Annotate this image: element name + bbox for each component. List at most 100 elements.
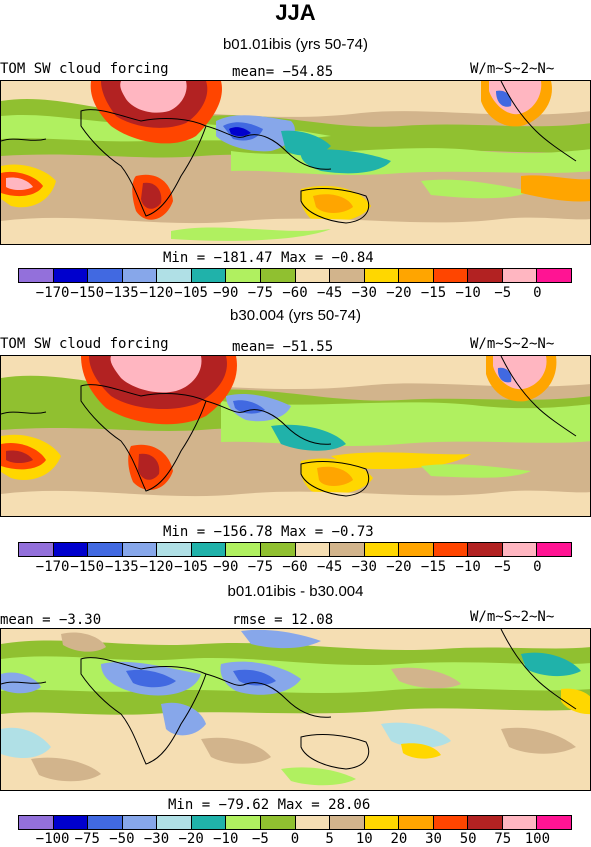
- tick-label: −170: [35, 559, 70, 575]
- colorbar-box: [330, 269, 365, 282]
- tick-label: −135: [105, 559, 139, 575]
- panel-3-mean: mean = −3.30: [0, 612, 102, 628]
- colorbar-box: [399, 269, 434, 282]
- tick-label: 50: [459, 831, 477, 847]
- tick-label: −60: [282, 285, 308, 301]
- tick-label: −5: [494, 285, 512, 301]
- colorbar-box: [260, 543, 296, 556]
- colorbar-box: [260, 816, 296, 829]
- colorbar-box: [19, 816, 54, 829]
- colorbar-box: [88, 543, 123, 556]
- tick-label: 75: [494, 831, 512, 847]
- colorbar-box: [468, 543, 503, 556]
- colorbar-box: [157, 543, 192, 556]
- panel-2-units: W/m~S~2~N~: [470, 336, 555, 352]
- tick-label: −105: [174, 559, 208, 575]
- colorbar-box: [502, 543, 538, 556]
- tick-label: 5: [325, 831, 334, 847]
- colorbar-box: [191, 816, 227, 829]
- tick-label: 0: [533, 559, 542, 575]
- colorbar-box: [157, 269, 192, 282]
- tick-label: −10: [213, 831, 239, 847]
- tick-label: −150: [70, 559, 105, 575]
- panel-2-colorbar-ticks: −170 −150 −135 −120 −105 −90 −75 −60 −45…: [18, 559, 572, 575]
- colorbar-box: [226, 543, 261, 556]
- tick-label: −45: [316, 559, 343, 575]
- tick-label: −90: [213, 285, 239, 301]
- colorbar-box: [502, 816, 538, 829]
- tick-label: −75: [247, 559, 274, 575]
- colorbar-box: [295, 543, 331, 556]
- panel-1-minmax: Min = −181.47 Max = −0.84: [163, 250, 374, 266]
- colorbar-box: [537, 269, 571, 282]
- tick-label: −60: [282, 559, 308, 575]
- panel-2-minmax: Min = −156.78 Max = −0.73: [163, 524, 374, 540]
- colorbar-box: [53, 816, 89, 829]
- colorbar-box: [330, 816, 365, 829]
- panel-1-map: [0, 80, 591, 245]
- panel-3-title: b01.01ibis - b30.004: [227, 583, 364, 600]
- panel-3-colorbar: [18, 815, 572, 830]
- colorbar-box: [191, 543, 227, 556]
- panel-2-map: [0, 355, 591, 517]
- panel-3-minmax: Min = −79.62 Max = 28.06: [168, 797, 371, 813]
- tick-label: −170: [35, 285, 70, 301]
- colorbar-box: [122, 543, 158, 556]
- tick-label: −30: [351, 285, 377, 301]
- colorbar-box: [19, 269, 54, 282]
- panel-3-colorbar-ticks: −100 −75 −50 −30 −20 −10 −5 0 5 10 20 30…: [18, 831, 572, 847]
- colorbar-box: [537, 543, 571, 556]
- colorbar-box: [537, 816, 571, 829]
- figure-title: JJA: [275, 0, 316, 25]
- colorbar-box: [433, 816, 469, 829]
- panel-3-rmse: rmse = 12.08: [232, 612, 334, 628]
- tick-label: −120: [139, 559, 174, 575]
- tick-label: −120: [139, 285, 174, 301]
- colorbar-box: [295, 816, 331, 829]
- colorbar-box: [53, 269, 89, 282]
- panel-2-title: b30.004 (yrs 50-74): [230, 307, 361, 324]
- colorbar-box: [468, 269, 503, 282]
- panel-3-units: W/m~S~2~N~: [470, 609, 555, 625]
- panel-1-units: W/m~S~2~N~: [470, 61, 555, 77]
- tick-label: −75: [74, 831, 100, 847]
- tick-label: −150: [70, 285, 105, 301]
- tick-label: −20: [386, 559, 412, 575]
- colorbar-box: [88, 269, 123, 282]
- tick-label: 0: [533, 285, 542, 301]
- panel-2-left-label: TOM SW cloud forcing: [0, 336, 169, 352]
- colorbar-box: [226, 269, 261, 282]
- colorbar-box: [260, 269, 296, 282]
- tick-label: −105: [174, 285, 208, 301]
- tick-label: −20: [386, 285, 412, 301]
- tick-label: 0: [290, 831, 300, 847]
- colorbar-box: [19, 543, 54, 556]
- tick-label: −5: [251, 831, 269, 847]
- colorbar-box: [433, 269, 469, 282]
- tick-label: −10: [455, 559, 481, 575]
- colorbar-box: [122, 269, 158, 282]
- colorbar-box: [88, 816, 123, 829]
- colorbar-box: [53, 543, 89, 556]
- colorbar-box: [226, 816, 261, 829]
- colorbar-box: [364, 543, 400, 556]
- tick-label: −15: [420, 559, 447, 575]
- colorbar-box: [364, 269, 400, 282]
- tick-label: −45: [316, 285, 343, 301]
- colorbar-box: [122, 816, 158, 829]
- panel-3-map: [0, 628, 591, 791]
- colorbar-box: [502, 269, 538, 282]
- tick-label: 30: [425, 831, 442, 847]
- colorbar-box: [468, 816, 503, 829]
- panel-1-left-label: TOM SW cloud forcing: [0, 61, 169, 77]
- colorbar-box: [399, 816, 434, 829]
- colorbar-box: [157, 816, 192, 829]
- tick-label: −5: [494, 559, 512, 575]
- panel-1-colorbar-ticks: −170 −150 −135 −120 −105 −90 −75 −60 −45…: [18, 285, 572, 301]
- colorbar-box: [295, 269, 331, 282]
- tick-label: −100: [35, 831, 70, 847]
- tick-label: −15: [420, 285, 447, 301]
- panel-2-colorbar: [18, 542, 572, 557]
- tick-label: 100: [524, 831, 551, 847]
- tick-label: −30: [351, 559, 377, 575]
